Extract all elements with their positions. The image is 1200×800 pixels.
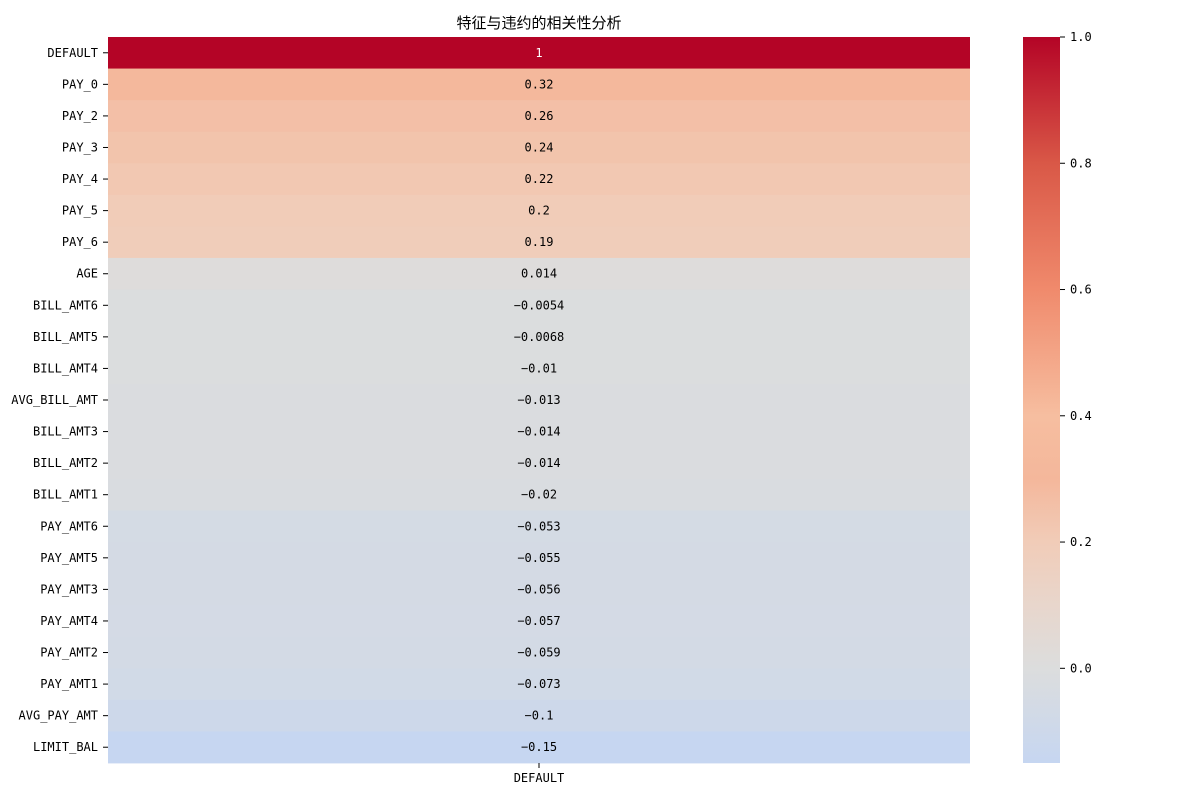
heatmap-cell [108, 226, 970, 259]
cell-annotation: −0.15 [521, 740, 557, 754]
colorbar-gradient [1023, 37, 1060, 763]
y-tick-label: BILL_AMT5 [33, 330, 98, 344]
y-tick-label: PAY_AMT2 [40, 646, 98, 660]
heatmap-cell [108, 636, 970, 669]
y-tick-label: PAY_4 [62, 172, 98, 186]
heatmap-cell [108, 573, 970, 606]
cell-annotation: 0.2 [528, 204, 550, 218]
heatmap-cell [108, 699, 970, 732]
heatmap-cell [108, 510, 970, 543]
heatmap-cell [108, 131, 970, 164]
cell-annotation: −0.013 [517, 393, 560, 407]
y-tick-label: PAY_AMT1 [40, 677, 98, 691]
y-tick-label: PAY_AMT5 [40, 551, 98, 565]
cell-annotation: −0.053 [517, 519, 560, 533]
cell-annotation: −0.057 [517, 614, 560, 628]
colorbar-tick-label: 0.4 [1070, 409, 1092, 423]
y-tick-label: AVG_PAY_AMT [19, 709, 98, 723]
cell-annotation: 0.19 [525, 235, 554, 249]
cell-annotation: −0.1 [525, 709, 554, 723]
y-tick-label: AGE [76, 267, 98, 281]
y-tick-label: BILL_AMT4 [33, 361, 98, 375]
heatmap-cell [108, 289, 970, 322]
y-tick-label: PAY_AMT4 [40, 614, 98, 628]
cell-annotation: 0.24 [525, 140, 554, 154]
colorbar-tick-label: 0.6 [1070, 283, 1092, 297]
heatmap-cell [108, 447, 970, 480]
y-tick-label: PAY_AMT3 [40, 582, 98, 596]
heatmap-cell [108, 478, 970, 511]
cell-annotation: 0.26 [525, 109, 554, 123]
cell-annotation: −0.014 [517, 425, 560, 439]
cell-annotation: −0.02 [521, 488, 557, 502]
heatmap-cell [108, 415, 970, 448]
heatmap-cell [108, 542, 970, 575]
heatmap-cell [108, 257, 970, 290]
y-tick-label: PAY_3 [62, 140, 98, 154]
cell-annotation: −0.0068 [514, 330, 565, 344]
cell-annotation: 0.22 [525, 172, 554, 186]
y-tick-label: PAY_5 [62, 204, 98, 218]
y-tick-label: BILL_AMT2 [33, 456, 98, 470]
x-tick-label: DEFAULT [514, 771, 565, 785]
y-tick-label: BILL_AMT3 [33, 425, 98, 439]
cell-annotation: 1 [535, 46, 542, 60]
y-tick-label: PAY_6 [62, 235, 98, 249]
heatmap-cell [108, 321, 970, 354]
heatmap-cell [108, 163, 970, 196]
y-tick-label: PAY_0 [62, 77, 98, 91]
cell-annotation: 0.32 [525, 77, 554, 91]
heatmap-cell [108, 194, 970, 227]
heatmap-cell [108, 352, 970, 385]
heatmap-cell [108, 37, 970, 69]
cell-annotation: −0.056 [517, 582, 560, 596]
heatmap-cells: 1 0.32 0.26 0.24 0.22 0.2 0.19 0.014 −0.0054 −0.0… [108, 37, 970, 764]
heatmap-cell [108, 384, 970, 417]
heatmap-cell [108, 605, 970, 638]
colorbar-tick-label: 0.2 [1070, 535, 1092, 549]
cell-annotation: −0.014 [517, 456, 560, 470]
row-labels: DEFAULT PAY_0 PAY_2 PAY_3 PAY_4 PAY_5 PAY_6 AGE… [11, 46, 108, 754]
chart-title: 特征与违约的相关性分析 [456, 14, 621, 32]
y-tick-label: PAY_2 [62, 109, 98, 123]
y-tick-label: BILL_AMT1 [33, 488, 98, 502]
y-tick-label: PAY_AMT6 [40, 519, 98, 533]
cell-annotation: 0.014 [521, 267, 557, 281]
cell-annotation: −0.073 [517, 677, 560, 691]
cell-annotation: −0.059 [517, 646, 560, 660]
x-axis: DEFAULT [514, 763, 565, 785]
cell-annotation: −0.055 [517, 551, 560, 565]
heatmap-cell [108, 668, 970, 701]
colorbar-tick-label: 0.8 [1070, 156, 1092, 170]
heatmap-cell [108, 731, 970, 764]
colorbar-tick-label: 1.0 [1070, 30, 1092, 44]
colorbar-tick-label: 0.0 [1070, 661, 1092, 675]
cell-annotation: −0.01 [521, 361, 557, 375]
y-tick-label: BILL_AMT6 [33, 298, 98, 312]
colorbar: 1.0 0.8 0.6 0.4 0.2 0.0 [1023, 30, 1092, 763]
y-tick-label: AVG_BILL_AMT [11, 393, 98, 407]
cell-annotation: −0.0054 [514, 298, 565, 312]
y-tick-label: LIMIT_BAL [33, 740, 98, 754]
heatmap-cell [108, 100, 970, 133]
y-tick-label: DEFAULT [47, 46, 98, 60]
heatmap-cell [108, 68, 970, 101]
